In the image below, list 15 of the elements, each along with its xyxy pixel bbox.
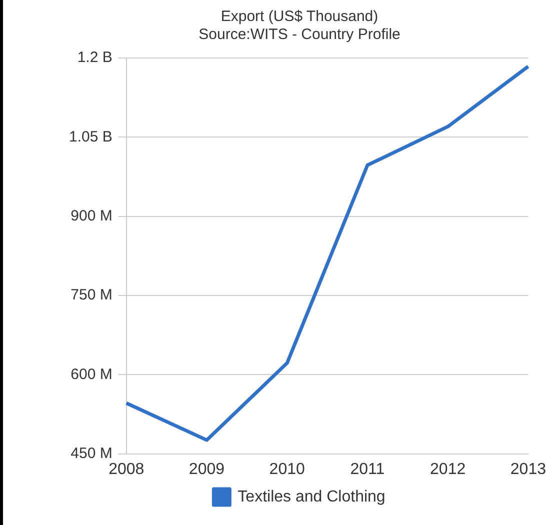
x-tick-label: 2013 <box>510 460 546 478</box>
y-tick-label: 1.05 B <box>68 128 112 146</box>
y-tick-label: 1.2 B <box>77 49 112 66</box>
y-tick-label: 600 M <box>70 366 112 383</box>
legend-label: Textiles and Clothing <box>238 488 386 506</box>
y-tick-label: 750 M <box>70 286 112 304</box>
x-tick-label: 2010 <box>269 460 305 478</box>
x-tick-label: 2008 <box>108 460 144 478</box>
chart-subtitle: Source:WITS - Country Profile <box>198 26 400 44</box>
x-tick-label: 2011 <box>350 460 385 478</box>
y-tick-label: 900 M <box>70 207 112 224</box>
y-tick-label: 450 M <box>70 444 112 462</box>
x-tick-label: 2012 <box>430 460 466 478</box>
x-tick-label: 2009 <box>188 460 225 478</box>
chart-title: Export (US$ Thousand) <box>220 8 378 26</box>
